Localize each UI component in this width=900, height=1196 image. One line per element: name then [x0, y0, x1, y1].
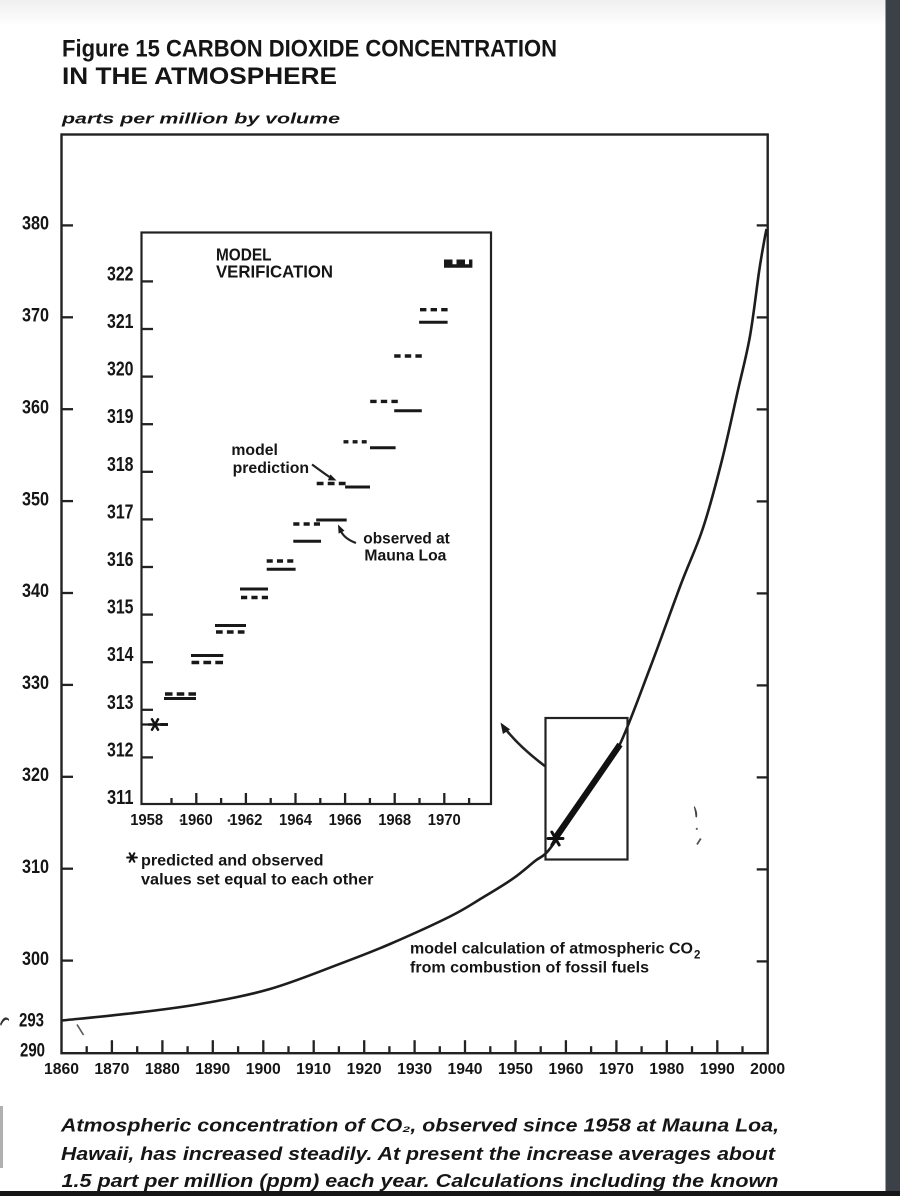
svg-text:319: 319: [107, 406, 134, 428]
svg-text:290: 290: [20, 1041, 45, 1062]
svg-text:330: 330: [22, 673, 49, 694]
svg-text:prediction: prediction: [233, 460, 310, 477]
svg-text:1940: 1940: [448, 1061, 483, 1078]
svg-text:1966: 1966: [329, 812, 362, 829]
svg-text:300: 300: [22, 949, 49, 970]
svg-text:1958: 1958: [130, 812, 163, 829]
svg-text:320: 320: [107, 359, 134, 381]
svg-text:313: 313: [107, 692, 134, 714]
svg-text:380: 380: [22, 214, 49, 235]
svg-text:predicted and observed: predicted and observed: [141, 853, 324, 870]
svg-text:1880: 1880: [145, 1061, 180, 1078]
svg-text:Atmospheric concentration of C: Atmospheric concentration of CO₂, observ…: [60, 1116, 779, 1136]
svg-text:318: 318: [107, 454, 134, 476]
svg-text:MODEL: MODEL: [216, 244, 272, 264]
svg-text:293: 293: [19, 1011, 44, 1032]
svg-text:312: 312: [107, 739, 134, 761]
svg-text:1930: 1930: [397, 1061, 432, 1078]
svg-text:1890: 1890: [195, 1061, 230, 1078]
svg-text:317: 317: [107, 501, 134, 523]
svg-text:1960: 1960: [180, 812, 213, 829]
svg-text:322: 322: [107, 263, 134, 285]
svg-text:VERIFICATION: VERIFICATION: [216, 262, 333, 282]
svg-text:values set equal to each other: values set equal to each other: [141, 872, 374, 889]
svg-text:1990: 1990: [700, 1061, 735, 1078]
svg-text:IN THE ATMOSPHERE: IN THE ATMOSPHERE: [62, 63, 337, 90]
svg-text:1962: 1962: [229, 812, 262, 829]
svg-text:1.5 part per million (ppm) eac: 1.5 part per million (ppm) each year. Ca…: [62, 1171, 779, 1191]
svg-text:315: 315: [107, 597, 134, 619]
svg-text:370: 370: [22, 306, 49, 327]
svg-text:1900: 1900: [246, 1061, 281, 1078]
svg-text:Hawaii, has increased steadily: Hawaii, has increased steadily. At prese…: [61, 1144, 776, 1164]
svg-text:1980: 1980: [649, 1061, 684, 1078]
svg-text:311: 311: [107, 787, 134, 809]
svg-text:parts per million by volume: parts per million by volume: [61, 111, 340, 128]
svg-text:1870: 1870: [94, 1061, 129, 1078]
svg-text:from combustion of fossil fuel: from combustion of fossil fuels: [410, 960, 649, 977]
svg-text:320: 320: [22, 765, 49, 786]
svg-text:350: 350: [22, 489, 49, 510]
svg-text:1970: 1970: [599, 1061, 634, 1078]
svg-text:1968: 1968: [378, 812, 411, 829]
svg-text:2: 2: [694, 950, 700, 962]
svg-text:316: 316: [107, 549, 134, 571]
svg-text:1920: 1920: [347, 1061, 382, 1078]
svg-text:321: 321: [107, 311, 134, 333]
svg-text:2000: 2000: [750, 1061, 785, 1078]
svg-text:1970: 1970: [428, 812, 461, 829]
svg-text:314: 314: [107, 644, 134, 666]
svg-text:model calculation of atmospher: model calculation of atmospheric CO: [410, 941, 693, 958]
svg-text:340: 340: [22, 581, 49, 602]
svg-text:Mauna Loa: Mauna Loa: [364, 547, 446, 564]
svg-text:1910: 1910: [296, 1061, 331, 1078]
svg-text:360: 360: [22, 397, 49, 418]
svg-text:Figure 15 CARBON DIOXIDE CONCE: Figure 15 CARBON DIOXIDE CONCENTRATION: [62, 36, 557, 63]
svg-text:model: model: [231, 442, 278, 459]
svg-text:1860: 1860: [44, 1061, 79, 1078]
svg-text:1950: 1950: [498, 1061, 533, 1078]
svg-text:1964: 1964: [279, 812, 312, 829]
svg-text:310: 310: [22, 857, 49, 878]
svg-text:1960: 1960: [548, 1061, 583, 1078]
svg-text:observed at: observed at: [363, 530, 450, 547]
